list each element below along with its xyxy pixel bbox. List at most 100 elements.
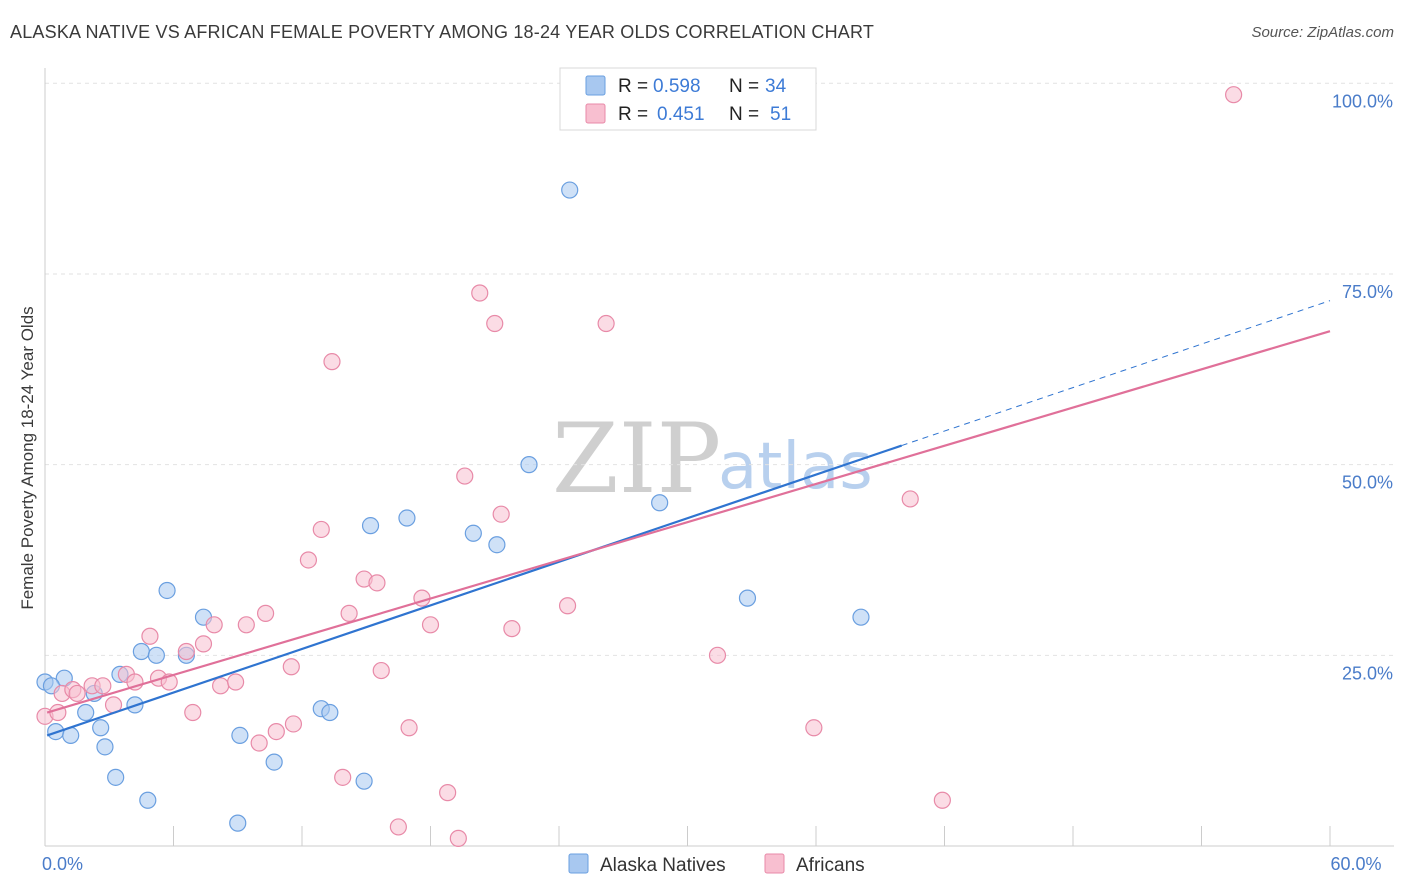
alaska-native-point-30 [651, 494, 669, 512]
african-point-43 [597, 314, 615, 333]
african-point-17 [237, 616, 255, 634]
alaska-native-point-7 [96, 738, 114, 756]
african-point-47 [933, 791, 951, 809]
trend-line-africans [46, 330, 1331, 714]
x-tick-labels: 0.0% 60.0% [42, 854, 1382, 874]
legend-r-label-alaska: R = [618, 76, 648, 97]
african-point-34 [421, 616, 440, 634]
x-ticks [173, 826, 1331, 846]
grid-lines [45, 82, 1394, 656]
african-point-49 [68, 684, 86, 703]
african-point-23 [299, 551, 318, 569]
legend-n-value-alaska: 34 [765, 76, 787, 97]
african-point-18 [250, 734, 268, 752]
legend-swatch-alaska [585, 75, 606, 96]
legend-n-value-africans: 51 [770, 104, 791, 125]
african-point-44 [708, 646, 727, 664]
trend-lines [46, 300, 1331, 737]
y-tick-label-1: 50.0% [1342, 473, 1393, 493]
african-point-24 [312, 520, 330, 539]
alaska-native-point-32 [852, 608, 870, 626]
alaska-native-point-23 [361, 517, 380, 535]
alaska-native-point-24 [398, 509, 416, 527]
african-point-42 [558, 597, 577, 615]
chart-title: ALASKA NATIVE VS AFRICAN FEMALE POVERTY … [10, 22, 875, 42]
african-point-48 [1225, 86, 1243, 104]
african-point-29 [368, 574, 386, 592]
trend-line-alaska-natives [46, 444, 903, 737]
african-point-32 [400, 719, 418, 737]
african-point-25 [323, 353, 341, 371]
african-point-8 [141, 627, 159, 645]
african-point-21 [282, 658, 300, 676]
legend-swatch-africans [585, 103, 606, 124]
x-tick-label-0: 0.0% [42, 854, 83, 874]
african-point-37 [456, 467, 474, 485]
legend-marker-alaska-natives [568, 853, 589, 874]
source-label[interactable]: Source: ZipAtlas.com [1251, 24, 1394, 41]
african-point-45 [805, 719, 823, 737]
alaska-native-point-19 [265, 753, 283, 771]
x-tick-label-1: 60.0% [1330, 854, 1381, 874]
data-points [36, 86, 1243, 847]
alaska-native-point-26 [488, 536, 506, 554]
legend-marker-africans [764, 853, 785, 874]
african-point-30 [372, 661, 390, 680]
legend-r-value-africans: 0.451 [657, 104, 705, 125]
african-point-4 [94, 677, 112, 695]
alaska-native-point-4 [77, 703, 95, 722]
legend-item-alaska-natives[interactable]: Alaska Natives [568, 853, 726, 876]
trend-extension-alaska-natives [901, 300, 1331, 447]
alaska-native-point-27 [520, 456, 538, 474]
legend-label-africans: Africans [796, 855, 865, 876]
african-point-13 [194, 635, 213, 653]
series-legend: Alaska Natives Africans [568, 853, 865, 876]
alaska-native-point-28 [561, 181, 579, 199]
alaska-native-point-12 [139, 791, 157, 809]
african-point-36 [449, 829, 467, 847]
african-point-35 [439, 784, 457, 802]
african-point-22 [284, 715, 303, 733]
alaska-native-point-6 [92, 719, 110, 737]
african-point-15 [212, 677, 230, 695]
african-point-19 [256, 604, 275, 622]
watermark-atlas: atlas [718, 430, 873, 504]
alaska-native-point-11 [132, 642, 150, 661]
african-point-31 [389, 818, 407, 836]
legend-label-alaska-natives: Alaska Natives [600, 855, 726, 876]
legend-n-label-africans: N = [729, 104, 759, 125]
y-tick-label-3: 100.0% [1332, 91, 1393, 111]
african-point-12 [184, 703, 202, 722]
african-point-16 [227, 673, 245, 691]
stats-legend: R = 0.598 N = 34 R = 0.451 N = 51 [559, 67, 817, 131]
legend-item-africans[interactable]: Africans [764, 853, 865, 876]
y-tick-label-2: 75.0% [1342, 282, 1393, 302]
african-point-27 [340, 604, 358, 622]
african-point-20 [267, 722, 285, 741]
y-tick-labels: 25.0% 50.0% 75.0% 100.0% [1332, 91, 1393, 683]
y-tick-label-0: 25.0% [1342, 663, 1393, 683]
legend-r-value-alaska: 0.598 [653, 76, 701, 97]
alaska-native-point-21 [321, 703, 339, 722]
alaska-native-point-25 [464, 524, 482, 542]
alaska-native-point-13 [147, 646, 165, 664]
alaska-native-point-22 [355, 772, 373, 790]
alaska-native-point-18 [229, 814, 247, 832]
african-point-39 [486, 314, 504, 333]
legend-r-label-africans: R = [618, 104, 648, 125]
y-axis-label: Female Poverty Among 18-24 Year Olds [18, 306, 37, 609]
african-point-26 [334, 768, 352, 786]
african-point-40 [492, 505, 510, 523]
african-point-11 [177, 642, 195, 661]
watermark-zip: ZIP [552, 403, 721, 515]
alaska-native-point-31 [738, 589, 757, 607]
african-point-14 [205, 616, 223, 634]
alaska-native-point-8 [107, 768, 125, 786]
african-point-38 [471, 284, 489, 302]
alaska-native-point-14 [158, 581, 176, 600]
alaska-native-point-17 [231, 726, 249, 745]
african-point-46 [901, 490, 919, 508]
african-point-41 [503, 620, 521, 638]
legend-n-label-alaska: N = [729, 76, 759, 97]
